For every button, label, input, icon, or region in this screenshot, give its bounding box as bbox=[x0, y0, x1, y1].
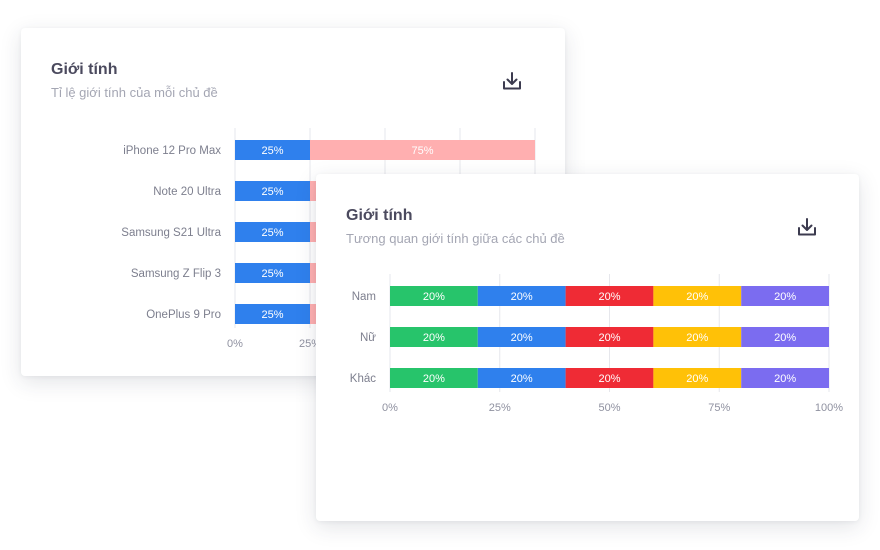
card-subtitle: Tương quan giới tính giữa các chủ đề bbox=[346, 231, 565, 246]
bar-segment bbox=[235, 222, 310, 242]
data-label: 20% bbox=[511, 291, 533, 303]
bar-segment bbox=[741, 286, 829, 306]
data-label: 20% bbox=[774, 332, 796, 344]
category-label: Khác bbox=[350, 373, 376, 385]
data-label: 25% bbox=[261, 268, 283, 280]
bar-segment bbox=[653, 368, 742, 388]
bar-segment bbox=[565, 327, 654, 347]
bar-segment bbox=[235, 304, 310, 324]
data-label: 20% bbox=[686, 332, 708, 344]
category-label: Note 20 Ultra bbox=[153, 186, 221, 198]
bar-segment bbox=[565, 286, 654, 306]
data-label: 25% bbox=[261, 309, 283, 321]
bar-segment bbox=[235, 140, 310, 160]
data-label: 25% bbox=[261, 186, 283, 198]
data-label: 25% bbox=[261, 227, 283, 239]
bar-segment bbox=[310, 140, 535, 160]
bar-segment bbox=[235, 263, 310, 283]
data-label: 20% bbox=[511, 373, 533, 385]
bar-segment bbox=[565, 368, 654, 388]
x-tick-label: 25% bbox=[489, 402, 511, 414]
category-label: OnePlus 9 Pro bbox=[146, 309, 221, 321]
x-tick-label: 75% bbox=[708, 402, 730, 414]
data-label: 20% bbox=[774, 291, 796, 303]
data-label: 20% bbox=[598, 291, 620, 303]
bar-segment bbox=[741, 327, 829, 347]
card-title: Giới tính bbox=[51, 61, 118, 78]
data-label: 20% bbox=[423, 332, 445, 344]
download-icon[interactable] bbox=[795, 215, 819, 239]
data-label: 25% bbox=[261, 145, 283, 157]
x-tick-label: 25% bbox=[299, 338, 321, 350]
x-tick-label: 0% bbox=[382, 402, 398, 414]
category-label: Samsung Z Flip 3 bbox=[131, 268, 221, 280]
category-label: iPhone 12 Pro Max bbox=[123, 145, 221, 157]
data-label: 20% bbox=[423, 291, 445, 303]
data-label: 20% bbox=[511, 332, 533, 344]
gender-correlation-card: Giới tính Tương quan giới tính giữa các … bbox=[316, 174, 859, 521]
bar-segment bbox=[477, 286, 566, 306]
x-tick-label: 50% bbox=[598, 402, 620, 414]
card-subtitle: Tỉ lệ giới tính của mỗi chủ đề bbox=[51, 85, 218, 100]
bar-segment bbox=[653, 286, 742, 306]
x-tick-label: 100% bbox=[815, 402, 843, 414]
bar-segment bbox=[235, 181, 310, 201]
data-label: 20% bbox=[686, 291, 708, 303]
data-label: 20% bbox=[598, 332, 620, 344]
data-label: 20% bbox=[686, 373, 708, 385]
data-label: 75% bbox=[411, 145, 433, 157]
data-label: 20% bbox=[598, 373, 620, 385]
data-label: 20% bbox=[423, 373, 445, 385]
card-title: Giới tính bbox=[346, 207, 413, 224]
bar-segment bbox=[390, 327, 478, 347]
bar-segment bbox=[477, 327, 566, 347]
download-icon[interactable] bbox=[500, 69, 524, 93]
category-label: Samsung S21 Ultra bbox=[121, 227, 221, 239]
bar-segment bbox=[477, 368, 566, 388]
gender-correlation-chart: 0% 25% 50% 75% 100% Nam 20% 20% 20% 20% 20% Nữ 20% 20… bbox=[350, 274, 843, 414]
category-label: Nam bbox=[352, 291, 376, 303]
x-tick-label: 0% bbox=[227, 338, 243, 350]
data-label: 20% bbox=[774, 373, 796, 385]
bar-segment bbox=[390, 368, 478, 388]
category-label: Nữ bbox=[360, 332, 376, 344]
bar-segment bbox=[653, 327, 742, 347]
bar-segment bbox=[741, 368, 829, 388]
bar-segment bbox=[390, 286, 478, 306]
